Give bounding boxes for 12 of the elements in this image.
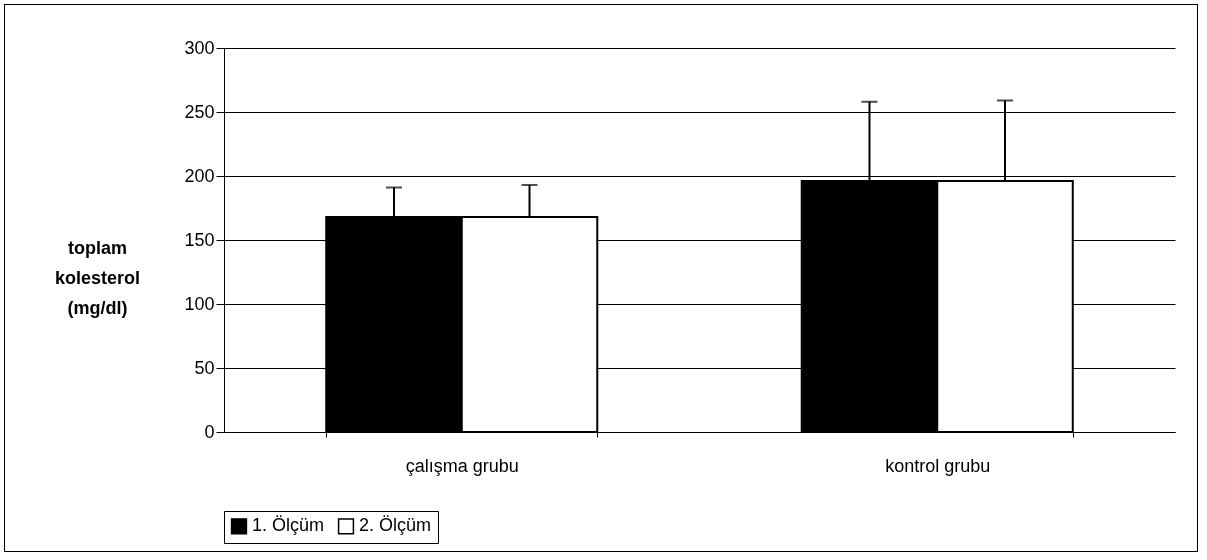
y-tick-label: 100 <box>184 293 215 314</box>
x-tick-label: çalışma grubu <box>405 455 519 476</box>
y-tick-label: 150 <box>184 229 215 250</box>
y-tick-label: 50 <box>194 357 215 378</box>
y-tick-label: 0 <box>204 421 215 442</box>
y-tick-label: 250 <box>184 101 215 122</box>
legend-label: 2. Ölçüm <box>359 515 432 536</box>
x-tick-label: kontrol grubu <box>885 455 991 476</box>
y-axis-title: toplam kolesterol (mg/dl) <box>54 237 141 318</box>
legend-label: 1. Ölçüm <box>252 515 325 536</box>
y-tick-label: 200 <box>184 165 215 186</box>
y-tick-label: 300 <box>184 37 215 58</box>
